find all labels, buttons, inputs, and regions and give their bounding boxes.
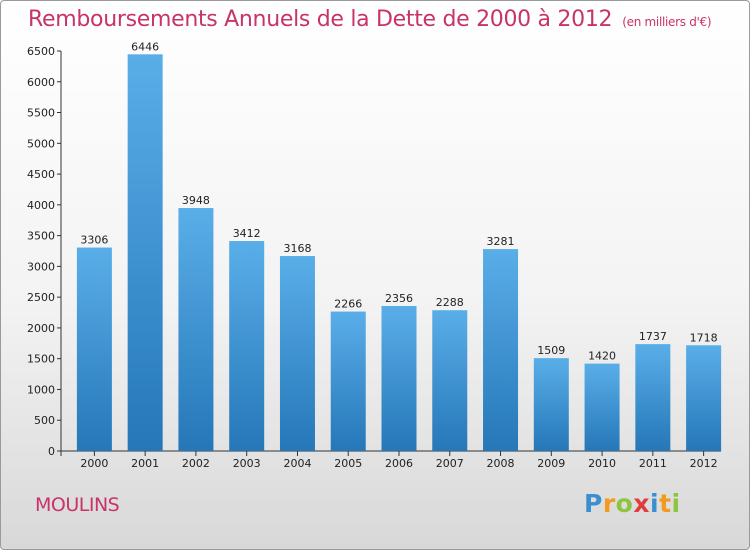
- bar: [127, 54, 163, 451]
- bar-value-label: 3281: [487, 235, 515, 248]
- bar-value-label: 2266: [334, 298, 362, 311]
- y-tick-label: 4500: [27, 168, 55, 181]
- bar: [686, 345, 722, 451]
- bar-value-label: 1718: [690, 331, 718, 344]
- bar: [635, 344, 671, 451]
- x-tick-label: 2010: [588, 457, 616, 470]
- x-tick-label: 2007: [436, 457, 464, 470]
- bar-value-label: 1420: [588, 350, 616, 363]
- place-name: MOULINS: [35, 494, 120, 516]
- x-tick-label: 2002: [182, 457, 210, 470]
- x-tick-label: 2008: [487, 457, 515, 470]
- x-tick-label: 2005: [334, 457, 362, 470]
- logo-letter: o: [615, 489, 634, 518]
- bar: [178, 208, 214, 451]
- y-tick-label: 3500: [27, 230, 55, 243]
- x-tick-label: 2000: [80, 457, 108, 470]
- y-tick-label: 1500: [27, 353, 55, 366]
- x-tick-label: 2001: [131, 457, 159, 470]
- bar-value-label: 2288: [436, 296, 464, 309]
- logo-letter: P: [584, 489, 603, 518]
- logo-letter: t: [659, 489, 672, 518]
- proxiti-logo: Proxiti: [584, 489, 681, 518]
- logo-letter: i: [650, 489, 660, 518]
- y-tick-label: 1000: [27, 383, 55, 396]
- bar: [584, 363, 620, 451]
- bar-value-label: 3168: [283, 242, 311, 255]
- y-tick-label: 500: [34, 414, 55, 427]
- bars: 3306 6446 3948 3412 3168 2266 2356 2288 3281 1509…: [76, 40, 722, 451]
- bar: [229, 241, 265, 451]
- y-tick-label: 6000: [27, 76, 55, 89]
- title-text: Remboursements Annuels de la Dette de 20…: [28, 7, 613, 32]
- axes: 0 500 1000 1500 2000 2500 3000 3500 4000 4500 5000…: [27, 45, 721, 470]
- bar-value-label: 6446: [131, 40, 159, 53]
- y-tick-label: 4000: [27, 199, 55, 212]
- chart-title: Remboursements Annuels de la Dette de 20…: [28, 7, 712, 32]
- x-tick-label: 2012: [690, 457, 718, 470]
- y-tick-label: 0: [48, 445, 55, 458]
- logo-letter: r: [602, 489, 616, 518]
- bar: [76, 247, 112, 451]
- bar-value-label: 2356: [385, 292, 413, 305]
- bar-value-label: 3412: [233, 227, 261, 240]
- y-tick-label: 5000: [27, 137, 55, 150]
- x-tick-label: 2004: [283, 457, 311, 470]
- y-tick-label: 3000: [27, 260, 55, 273]
- x-tick-label: 2003: [233, 457, 261, 470]
- y-tick-label: 2500: [27, 291, 55, 304]
- bar: [432, 310, 468, 451]
- logo-letter: x: [633, 489, 650, 518]
- bar-value-label: 3306: [80, 234, 108, 247]
- y-tick-label: 5500: [27, 107, 55, 120]
- logo-letter: i: [671, 489, 681, 518]
- x-tick-label: 2011: [639, 457, 667, 470]
- bar: [330, 311, 366, 451]
- bar: [381, 306, 417, 451]
- y-tick-label: 6500: [27, 45, 55, 58]
- bar: [533, 358, 569, 451]
- bar-value-label: 1737: [639, 330, 667, 343]
- y-tick-label: 2000: [27, 322, 55, 335]
- bar: [279, 256, 315, 451]
- x-tick-label: 2006: [385, 457, 413, 470]
- bar: [483, 249, 519, 451]
- bar-value-label: 1509: [537, 344, 565, 357]
- bar-value-label: 3948: [182, 194, 210, 207]
- title-unit: (en milliers d'€): [622, 15, 712, 29]
- x-tick-label: 2009: [537, 457, 565, 470]
